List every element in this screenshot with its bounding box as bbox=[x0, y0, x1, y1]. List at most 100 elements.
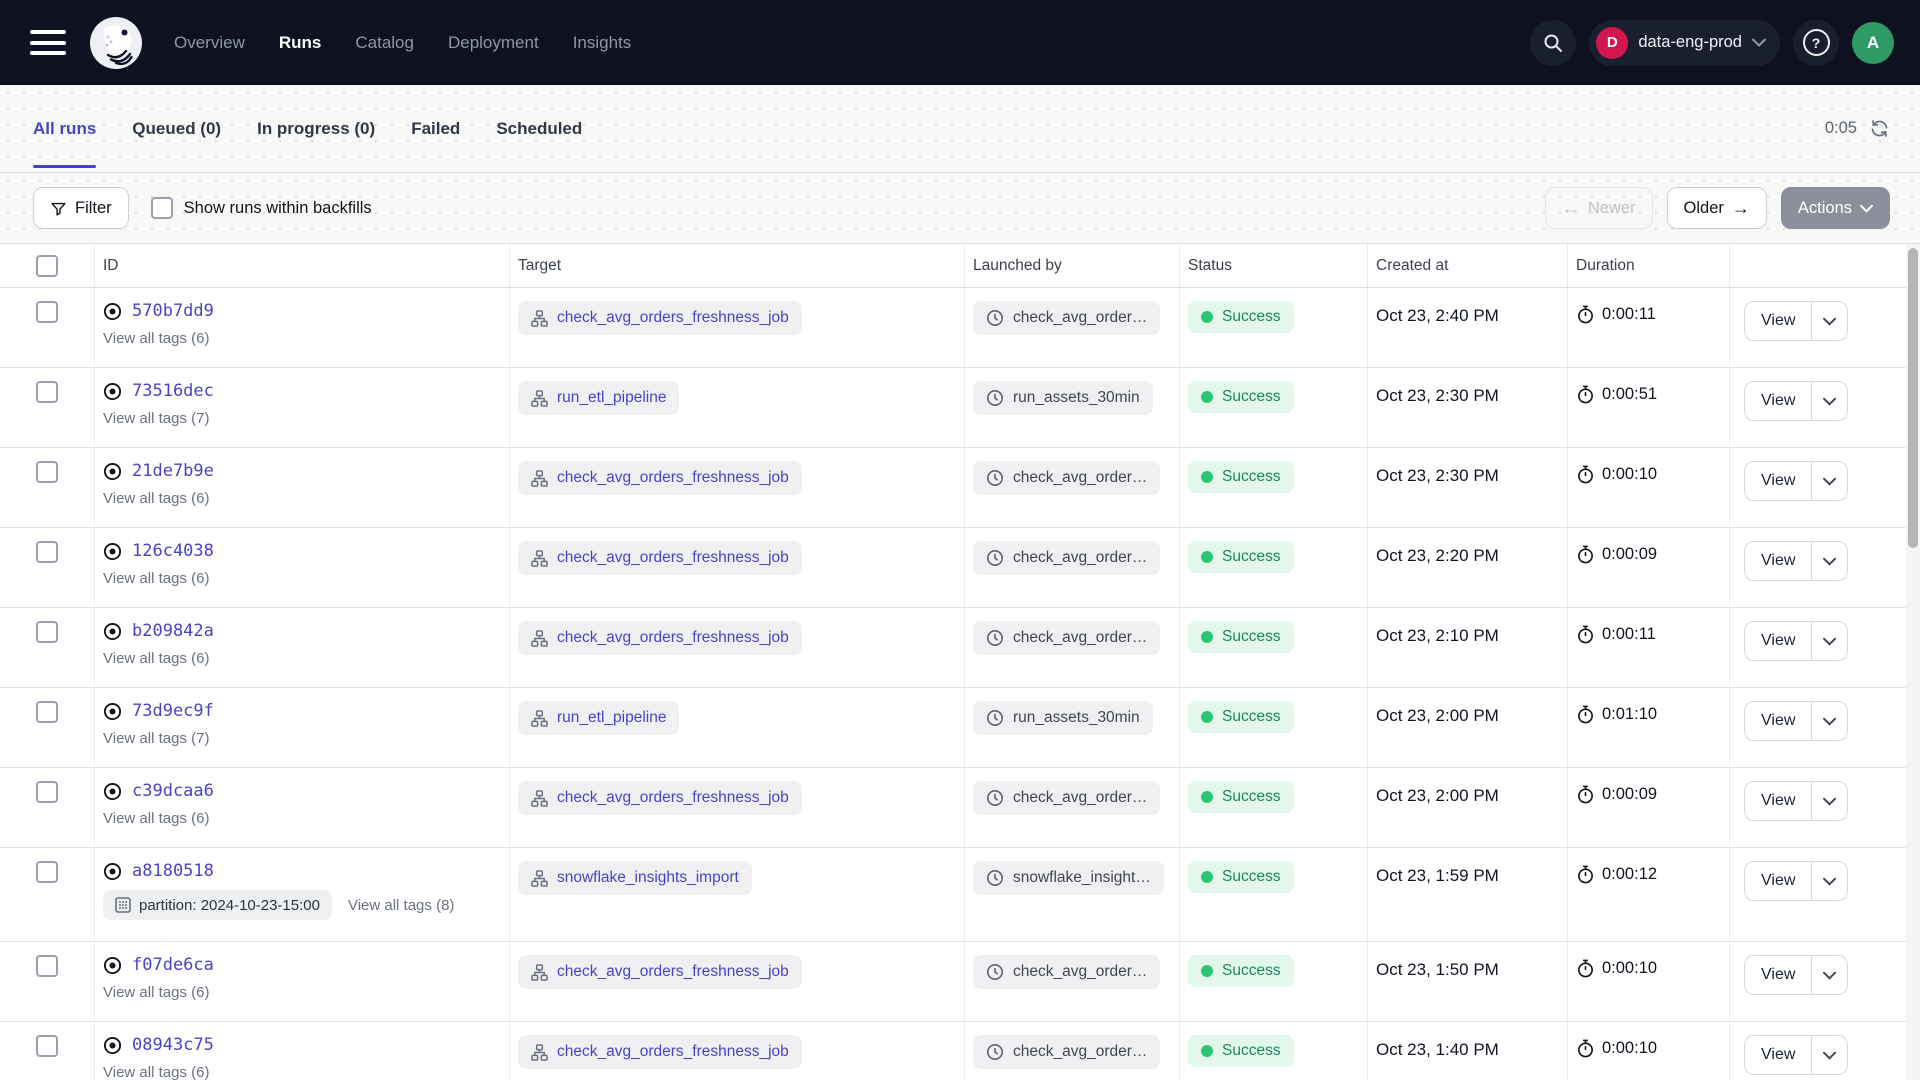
run-id-link[interactable]: 21de7b9e bbox=[132, 461, 214, 481]
view-all-tags-link[interactable]: View all tags (7) bbox=[103, 410, 210, 427]
row-checkbox[interactable] bbox=[36, 955, 58, 977]
view-dropdown-button[interactable] bbox=[1811, 622, 1847, 660]
view-run-button[interactable]: View bbox=[1745, 1036, 1811, 1074]
nav-link-runs[interactable]: Runs bbox=[278, 32, 322, 52]
tab-in-progress[interactable]: In progress (0) bbox=[257, 118, 376, 138]
view-dropdown-button[interactable] bbox=[1811, 956, 1847, 994]
select-all-checkbox[interactable] bbox=[36, 254, 58, 277]
target-pill[interactable]: check_avg_orders_freshness_job bbox=[518, 461, 802, 495]
status-badge[interactable]: Success bbox=[1188, 955, 1294, 987]
tab-scheduled[interactable]: Scheduled bbox=[496, 118, 583, 138]
run-id-link[interactable]: f07de6ca bbox=[132, 955, 214, 975]
view-all-tags-link[interactable]: View all tags (7) bbox=[103, 730, 210, 747]
hamburger-menu-icon[interactable] bbox=[30, 30, 66, 55]
scrollbar-thumb[interactable] bbox=[1908, 248, 1918, 548]
target-pill[interactable]: check_avg_orders_freshness_job bbox=[518, 781, 802, 815]
status-badge[interactable]: Success bbox=[1188, 301, 1294, 333]
view-dropdown-button[interactable] bbox=[1811, 382, 1847, 420]
run-id-link[interactable]: 73d9ec9f bbox=[132, 701, 214, 721]
run-id-link[interactable]: b209842a bbox=[132, 621, 214, 641]
view-dropdown-button[interactable] bbox=[1811, 782, 1847, 820]
nav-link-insights[interactable]: Insights bbox=[572, 32, 632, 52]
launched-by-pill[interactable]: run_assets_30min bbox=[973, 381, 1153, 415]
status-badge[interactable]: Success bbox=[1188, 621, 1294, 653]
view-all-tags-link[interactable]: View all tags (6) bbox=[103, 1064, 210, 1080]
launched-by-pill[interactable]: check_avg_order… bbox=[973, 621, 1161, 655]
target-pill[interactable]: check_avg_orders_freshness_job bbox=[518, 301, 802, 335]
status-badge[interactable]: Success bbox=[1188, 1035, 1294, 1067]
status-badge[interactable]: Success bbox=[1188, 381, 1294, 413]
view-all-tags-link[interactable]: View all tags (6) bbox=[103, 650, 210, 667]
status-badge[interactable]: Success bbox=[1188, 701, 1294, 733]
dagster-logo-icon[interactable] bbox=[88, 15, 144, 71]
row-checkbox[interactable] bbox=[36, 461, 58, 483]
view-run-button[interactable]: View bbox=[1745, 542, 1811, 580]
row-checkbox[interactable] bbox=[36, 781, 58, 803]
view-dropdown-button[interactable] bbox=[1811, 862, 1847, 900]
status-badge[interactable]: Success bbox=[1188, 461, 1294, 493]
row-checkbox[interactable] bbox=[36, 1035, 58, 1057]
launched-by-pill[interactable]: check_avg_order… bbox=[973, 1035, 1161, 1069]
nav-link-deployment[interactable]: Deployment bbox=[447, 32, 539, 52]
target-pill[interactable]: run_etl_pipeline bbox=[518, 701, 680, 735]
user-avatar[interactable]: A bbox=[1852, 21, 1894, 64]
view-all-tags-link[interactable]: View all tags (6) bbox=[103, 330, 210, 347]
row-checkbox[interactable] bbox=[36, 861, 58, 883]
target-pill[interactable]: check_avg_orders_freshness_job bbox=[518, 955, 802, 989]
actions-button[interactable]: Actions bbox=[1780, 187, 1890, 229]
view-all-tags-link[interactable]: View all tags (6) bbox=[103, 984, 210, 1001]
view-run-button[interactable]: View bbox=[1745, 782, 1811, 820]
run-id-link[interactable]: 08943c75 bbox=[132, 1035, 214, 1055]
run-id-link[interactable]: a8180518 bbox=[132, 861, 214, 881]
launched-by-pill[interactable]: check_avg_order… bbox=[973, 781, 1161, 815]
search-button[interactable] bbox=[1530, 19, 1577, 66]
status-badge[interactable]: Success bbox=[1188, 781, 1294, 813]
help-button[interactable]: ? bbox=[1793, 19, 1839, 66]
launched-by-pill[interactable]: snowflake_insight… bbox=[973, 861, 1164, 895]
refresh-icon[interactable] bbox=[1869, 118, 1890, 139]
status-badge[interactable]: Success bbox=[1188, 541, 1294, 573]
nav-link-catalog[interactable]: Catalog bbox=[355, 32, 414, 52]
launched-by-pill[interactable]: check_avg_order… bbox=[973, 955, 1161, 989]
view-all-tags-link[interactable]: View all tags (6) bbox=[103, 490, 210, 507]
launched-by-pill[interactable]: check_avg_order… bbox=[973, 461, 1161, 495]
view-dropdown-button[interactable] bbox=[1811, 302, 1847, 340]
tab-queued[interactable]: Queued (0) bbox=[132, 118, 222, 138]
view-dropdown-button[interactable] bbox=[1811, 542, 1847, 580]
row-checkbox[interactable] bbox=[36, 381, 58, 403]
row-checkbox[interactable] bbox=[36, 541, 58, 563]
run-id-link[interactable]: 73516dec bbox=[132, 381, 214, 401]
view-run-button[interactable]: View bbox=[1745, 382, 1811, 420]
filter-button[interactable]: Filter bbox=[33, 187, 129, 229]
view-dropdown-button[interactable] bbox=[1811, 462, 1847, 500]
view-all-tags-link[interactable]: View all tags (8) bbox=[347, 896, 455, 914]
launched-by-pill[interactable]: run_assets_30min bbox=[973, 701, 1153, 735]
target-pill[interactable]: check_avg_orders_freshness_job bbox=[518, 621, 802, 655]
row-checkbox[interactable] bbox=[36, 301, 58, 323]
tab-all-runs[interactable]: All runs bbox=[33, 85, 97, 172]
view-all-tags-link[interactable]: View all tags (6) bbox=[103, 810, 210, 827]
target-pill[interactable]: check_avg_orders_freshness_job bbox=[518, 1035, 802, 1069]
view-run-button[interactable]: View bbox=[1745, 956, 1811, 994]
view-run-button[interactable]: View bbox=[1745, 302, 1811, 340]
run-id-link[interactable]: c39dcaa6 bbox=[132, 781, 214, 801]
older-button[interactable]: Older → bbox=[1666, 187, 1767, 229]
target-pill[interactable]: snowflake_insights_import bbox=[518, 861, 752, 895]
view-run-button[interactable]: View bbox=[1745, 462, 1811, 500]
vertical-scrollbar[interactable] bbox=[1906, 244, 1920, 1080]
newer-button[interactable]: ← Newer bbox=[1544, 187, 1653, 229]
partition-tag[interactable]: partition: 2024-10-23-15:00 bbox=[103, 890, 332, 920]
view-dropdown-button[interactable] bbox=[1811, 1036, 1847, 1074]
row-checkbox[interactable] bbox=[36, 621, 58, 643]
nav-link-overview[interactable]: Overview bbox=[174, 32, 245, 52]
deployment-switcher[interactable]: D data-eng-prod bbox=[1589, 19, 1780, 66]
show-backfills-checkbox[interactable] bbox=[150, 197, 173, 219]
run-id-link[interactable]: 126c4038 bbox=[132, 541, 214, 561]
view-run-button[interactable]: View bbox=[1745, 862, 1811, 900]
launched-by-pill[interactable]: check_avg_order… bbox=[973, 541, 1161, 575]
run-id-link[interactable]: 570b7dd9 bbox=[132, 301, 214, 321]
view-dropdown-button[interactable] bbox=[1811, 702, 1847, 740]
target-pill[interactable]: check_avg_orders_freshness_job bbox=[518, 541, 802, 575]
view-all-tags-link[interactable]: View all tags (6) bbox=[103, 570, 210, 587]
view-run-button[interactable]: View bbox=[1745, 702, 1811, 740]
